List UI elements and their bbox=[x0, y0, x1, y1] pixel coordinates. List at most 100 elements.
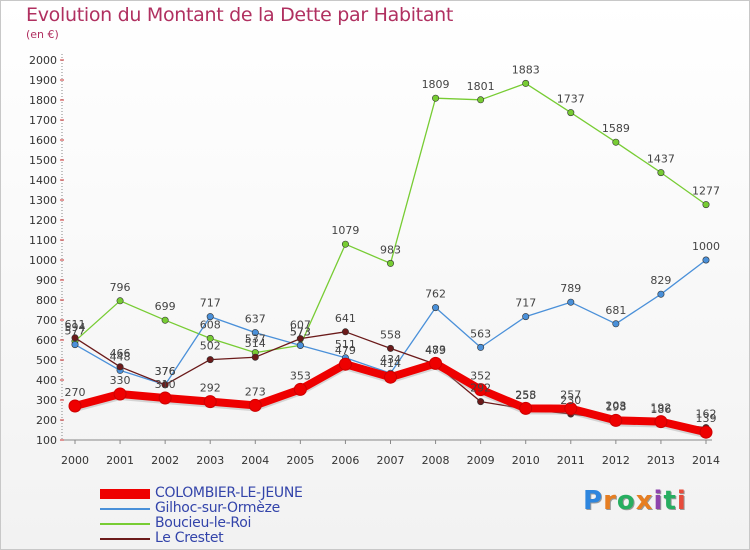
data-point bbox=[474, 383, 488, 397]
data-point bbox=[432, 304, 440, 312]
y-tick-label: 700 bbox=[36, 314, 57, 327]
data-label: 573 bbox=[290, 325, 311, 338]
data-label: 558 bbox=[380, 328, 401, 341]
data-point bbox=[657, 169, 665, 177]
chart-title: Evolution du Montant de la Dette par Hab… bbox=[26, 4, 454, 26]
x-tick-label: 2013 bbox=[647, 454, 675, 467]
y-tick-label: 500 bbox=[36, 354, 57, 367]
x-tick-label: 2012 bbox=[602, 454, 630, 467]
data-label: 796 bbox=[110, 281, 131, 294]
data-point bbox=[206, 334, 214, 342]
data-label: 273 bbox=[245, 385, 266, 398]
data-point bbox=[567, 109, 575, 117]
data-point bbox=[296, 341, 304, 349]
data-point bbox=[293, 382, 307, 396]
data-label: 352 bbox=[470, 370, 491, 383]
data-label: 376 bbox=[155, 365, 176, 378]
y-tick-label: 2000 bbox=[29, 54, 57, 67]
chart-unit: (en €) bbox=[26, 28, 59, 41]
data-label: 310 bbox=[155, 378, 176, 391]
data-label: 255 bbox=[515, 389, 536, 402]
data-point bbox=[116, 363, 124, 371]
data-label: 479 bbox=[335, 344, 356, 357]
y-tick-label: 300 bbox=[36, 394, 57, 407]
data-label: 829 bbox=[650, 274, 671, 287]
data-label: 192 bbox=[650, 402, 671, 415]
data-label: 607 bbox=[290, 319, 311, 332]
data-label: 292 bbox=[200, 382, 221, 395]
x-tick-label: 2005 bbox=[286, 454, 314, 467]
data-point bbox=[699, 425, 713, 439]
y-tick-label: 1400 bbox=[29, 174, 57, 187]
y-tick-label: 1800 bbox=[29, 94, 57, 107]
y-tick-label: 1500 bbox=[29, 154, 57, 167]
data-point bbox=[702, 201, 710, 209]
legend-swatch bbox=[100, 489, 150, 499]
data-point bbox=[251, 329, 259, 337]
data-point bbox=[248, 398, 262, 412]
data-label: 983 bbox=[380, 243, 401, 256]
legend-label: Le Crestet bbox=[155, 530, 224, 546]
y-tick-label: 1000 bbox=[29, 254, 57, 267]
line-chart: 100 200 300 400 500 600 700 800 900 1000 1100 1200 1… bbox=[29, 54, 720, 467]
data-point bbox=[519, 401, 533, 415]
data-point bbox=[161, 316, 169, 324]
data-label: 1277 bbox=[692, 185, 720, 198]
y-tick-label: 200 bbox=[36, 414, 57, 427]
y-tick-label: 1100 bbox=[29, 234, 57, 247]
data-point bbox=[612, 320, 620, 328]
y-tick-label: 600 bbox=[36, 334, 57, 347]
data-point bbox=[386, 344, 394, 352]
data-label: 762 bbox=[425, 288, 446, 301]
data-point bbox=[522, 79, 530, 87]
data-label: 1079 bbox=[331, 224, 359, 237]
data-label: 270 bbox=[65, 386, 86, 399]
x-tick-label: 2010 bbox=[512, 454, 540, 467]
data-label: 577 bbox=[65, 325, 86, 338]
data-point bbox=[522, 313, 530, 321]
data-label: 330 bbox=[110, 374, 131, 387]
data-point bbox=[341, 328, 349, 336]
x-tick-label: 2008 bbox=[422, 454, 450, 467]
data-point bbox=[612, 138, 620, 146]
data-point bbox=[567, 298, 575, 306]
data-point bbox=[206, 313, 214, 321]
data-point bbox=[564, 402, 578, 416]
data-label: 1437 bbox=[647, 153, 675, 166]
data-point bbox=[158, 391, 172, 405]
data-label: 573 bbox=[290, 325, 311, 338]
data-label: 203 bbox=[605, 399, 626, 412]
legend-swatch bbox=[100, 523, 150, 525]
y-tick-label: 900 bbox=[36, 274, 57, 287]
data-label: 699 bbox=[155, 300, 176, 313]
data-point bbox=[384, 370, 397, 384]
data-label: 448 bbox=[110, 350, 131, 363]
data-label: 292 bbox=[470, 382, 491, 395]
data-label: 1000 bbox=[692, 240, 720, 253]
data-label: 376 bbox=[155, 365, 176, 378]
data-label: 162 bbox=[696, 408, 717, 421]
y-tick-label: 1900 bbox=[29, 74, 57, 87]
data-point bbox=[68, 399, 82, 413]
data-point bbox=[113, 387, 127, 401]
data-point bbox=[654, 415, 668, 429]
x-tick-label: 2001 bbox=[106, 454, 134, 467]
data-label: 789 bbox=[560, 282, 581, 295]
data-point bbox=[432, 94, 440, 102]
data-point bbox=[338, 357, 352, 371]
data-label: 1801 bbox=[467, 80, 495, 93]
legend-swatch bbox=[100, 538, 150, 540]
data-label: 511 bbox=[335, 338, 356, 351]
data-label: 198 bbox=[605, 400, 626, 413]
x-tick-label: 2009 bbox=[467, 454, 495, 467]
data-label: 414 bbox=[380, 357, 401, 370]
data-point bbox=[161, 381, 169, 389]
data-label: 1809 bbox=[422, 78, 450, 91]
data-label: 258 bbox=[515, 388, 536, 401]
data-point bbox=[477, 96, 485, 104]
data-label: 637 bbox=[245, 313, 266, 326]
data-label: 717 bbox=[515, 297, 536, 310]
data-point bbox=[296, 335, 304, 343]
x-tick-label: 2014 bbox=[692, 454, 720, 467]
